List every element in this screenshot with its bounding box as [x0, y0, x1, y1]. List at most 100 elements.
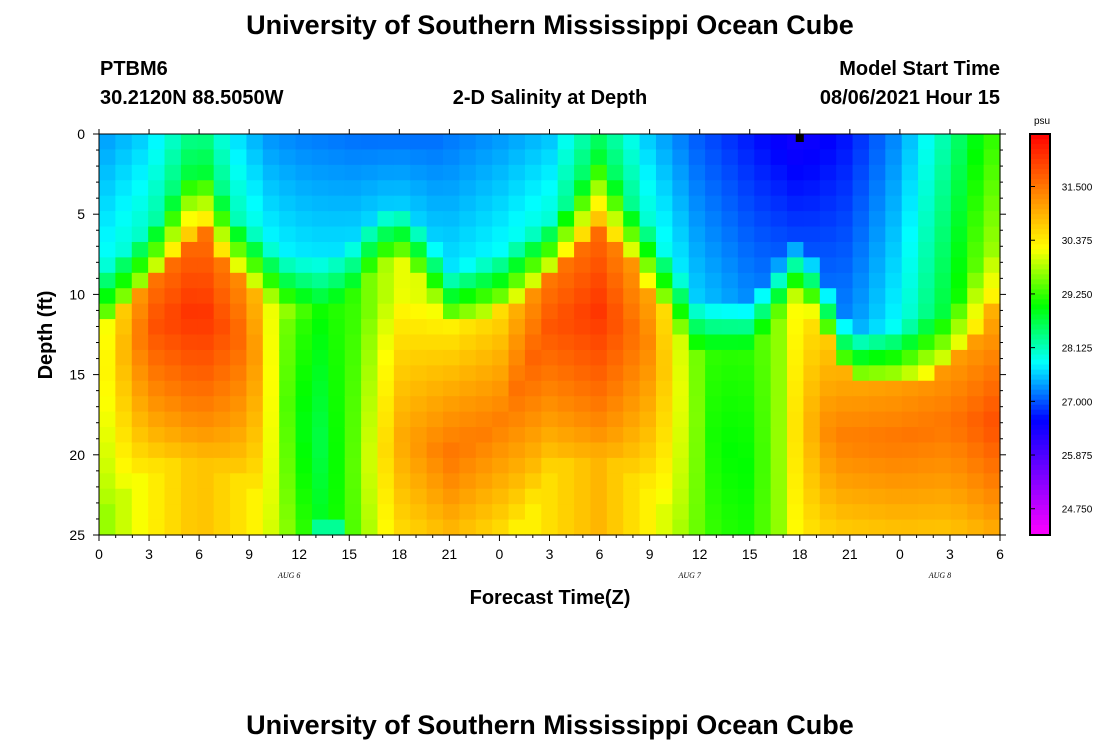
heat-cell [492, 504, 510, 521]
heat-cell [328, 504, 346, 521]
heat-cell [459, 349, 477, 366]
heat-cell [787, 241, 805, 258]
x-tick-label: 6 [596, 546, 604, 562]
heat-cell [197, 519, 215, 536]
heat-cell [410, 442, 428, 459]
heat-cell [787, 504, 805, 521]
heat-cell [983, 519, 1001, 536]
heat-cell [508, 226, 526, 243]
heat-cell [721, 149, 739, 166]
heat-cell [787, 488, 805, 505]
heat-cell [230, 226, 248, 243]
heat-cell [115, 396, 133, 413]
heat-cell [492, 226, 510, 243]
heat-cell [295, 257, 313, 274]
heat-cell [770, 473, 788, 490]
heat-cell [770, 134, 788, 151]
heat-cell [819, 288, 837, 305]
heat-cell [426, 504, 444, 521]
heat-cell [770, 211, 788, 228]
heat-cell [213, 149, 231, 166]
heat-cell [541, 365, 559, 382]
heat-cell [934, 396, 952, 413]
heat-cell [819, 134, 837, 151]
heat-cell [574, 288, 592, 305]
heat-cell [131, 257, 149, 274]
heat-cell [99, 442, 116, 459]
heat-cell [279, 257, 297, 274]
heat-cell [295, 164, 313, 181]
heat-cell [180, 257, 198, 274]
heat-cell [901, 195, 919, 212]
colorbar-segment [1030, 224, 1050, 230]
heat-cell [688, 211, 706, 228]
heat-cell [819, 272, 837, 289]
heat-cell [246, 473, 264, 490]
heat-cell [918, 473, 936, 490]
heat-cell [918, 488, 936, 505]
heat-cell [819, 303, 837, 320]
colorbar-segment [1030, 369, 1050, 376]
heat-cell [639, 303, 657, 320]
heat-cell [623, 241, 641, 258]
heat-cell [737, 134, 755, 151]
heat-cell [459, 319, 477, 336]
heat-cell [541, 396, 559, 413]
heat-cell [475, 319, 493, 336]
heat-cell [393, 134, 411, 151]
heat-cell [885, 349, 903, 366]
heat-cell [115, 319, 133, 336]
heat-cell [262, 396, 280, 413]
heat-cell [148, 164, 166, 181]
heat-cell [672, 164, 690, 181]
heat-cell [246, 442, 264, 459]
heat-cell [344, 226, 362, 243]
heat-cell [557, 226, 575, 243]
heat-cell [148, 365, 166, 382]
heat-cell [410, 211, 428, 228]
heat-cell [475, 473, 493, 490]
heat-cell [934, 288, 952, 305]
heat-cell [508, 349, 526, 366]
heat-cell [524, 319, 542, 336]
heat-cell [115, 195, 133, 212]
heat-cell [557, 365, 575, 382]
heat-cell [934, 349, 952, 366]
heat-cell [754, 442, 772, 459]
heat-cell [148, 519, 166, 536]
heat-cell [885, 288, 903, 305]
heat-cell [655, 288, 673, 305]
y-tick-label: 0 [77, 126, 85, 142]
heat-cell [393, 396, 411, 413]
heat-cell [721, 519, 739, 536]
heat-cell [623, 457, 641, 474]
heat-cell [852, 504, 870, 521]
heat-cell [311, 334, 329, 351]
heat-cell [492, 396, 510, 413]
heat-cell [934, 272, 952, 289]
heat-cell [950, 504, 968, 521]
colorbar-segment [1030, 459, 1050, 466]
heat-cell [606, 134, 624, 151]
heat-cell [131, 149, 149, 166]
heat-cell [918, 411, 936, 428]
heat-cell [918, 195, 936, 212]
heat-cell [590, 226, 608, 243]
heat-cell [983, 134, 1001, 151]
heat-cell [885, 164, 903, 181]
heat-cell [852, 164, 870, 181]
heat-cell [393, 149, 411, 166]
heat-cell [197, 164, 215, 181]
heat-cell [164, 241, 182, 258]
heat-cell [967, 504, 985, 521]
heat-cell [934, 365, 952, 382]
heat-cell [426, 334, 444, 351]
heat-cell [737, 334, 755, 351]
heat-cell [393, 488, 411, 505]
heat-cell [410, 411, 428, 428]
heat-cell [361, 365, 379, 382]
heat-cell [918, 365, 936, 382]
heat-cell [950, 457, 968, 474]
heat-cell [197, 488, 215, 505]
